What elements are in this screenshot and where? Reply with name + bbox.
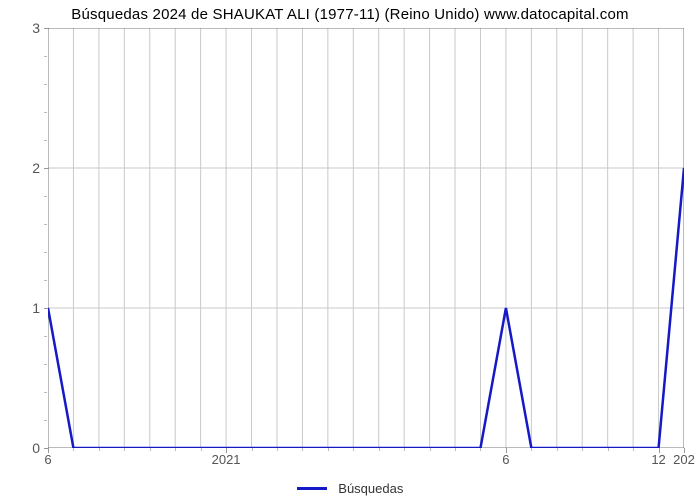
x-minor-mark	[353, 448, 354, 451]
x-minor-mark	[608, 448, 609, 451]
x-minor-mark	[531, 448, 532, 451]
x-tick-mark	[48, 448, 49, 453]
x-minor-mark	[379, 448, 380, 451]
x-minor-mark	[582, 448, 583, 451]
y-minor-mark	[44, 364, 47, 365]
x-minor-mark	[480, 448, 481, 451]
x-minor-mark	[277, 448, 278, 451]
y-minor-mark	[44, 140, 47, 141]
y-tick-label: 3	[0, 20, 40, 36]
x-minor-mark	[455, 448, 456, 451]
x-tick-label: 202	[673, 452, 695, 467]
y-minor-mark	[44, 392, 47, 393]
x-tick-mark	[226, 448, 227, 453]
y-minor-mark	[44, 420, 47, 421]
x-tick-label: 2021	[212, 452, 241, 467]
x-minor-mark	[252, 448, 253, 451]
x-tick-mark	[506, 448, 507, 453]
x-minor-mark	[633, 448, 634, 451]
x-minor-mark	[150, 448, 151, 451]
x-minor-mark	[404, 448, 405, 451]
x-minor-mark	[430, 448, 431, 451]
y-minor-mark	[44, 280, 47, 281]
x-tick-mark	[684, 448, 685, 453]
x-tick-label: 6	[502, 452, 509, 467]
y-minor-mark	[44, 56, 47, 57]
legend-label: Búsquedas	[338, 481, 403, 496]
y-minor-mark	[44, 224, 47, 225]
chart-container: Búsquedas 2024 de SHAUKAT ALI (1977-11) …	[0, 0, 700, 500]
y-minor-mark	[44, 336, 47, 337]
y-tick-label: 2	[0, 160, 40, 176]
x-minor-mark	[201, 448, 202, 451]
y-tick-label: 1	[0, 300, 40, 316]
y-minor-mark	[44, 252, 47, 253]
chart-title: Búsquedas 2024 de SHAUKAT ALI (1977-11) …	[0, 6, 700, 23]
y-minor-mark	[44, 196, 47, 197]
x-minor-mark	[99, 448, 100, 451]
x-tick-label: 6	[44, 452, 51, 467]
y-minor-mark	[44, 112, 47, 113]
x-tick-label: 12	[651, 452, 665, 467]
x-minor-mark	[328, 448, 329, 451]
y-tick-label: 0	[0, 440, 40, 456]
chart-plot	[48, 28, 684, 448]
x-minor-mark	[73, 448, 74, 451]
x-minor-mark	[557, 448, 558, 451]
x-tick-mark	[659, 448, 660, 453]
plot-border	[48, 28, 684, 448]
legend: Búsquedas	[0, 480, 700, 496]
legend-swatch	[297, 487, 327, 490]
y-minor-mark	[44, 84, 47, 85]
x-minor-mark	[124, 448, 125, 451]
x-minor-mark	[302, 448, 303, 451]
x-minor-mark	[175, 448, 176, 451]
